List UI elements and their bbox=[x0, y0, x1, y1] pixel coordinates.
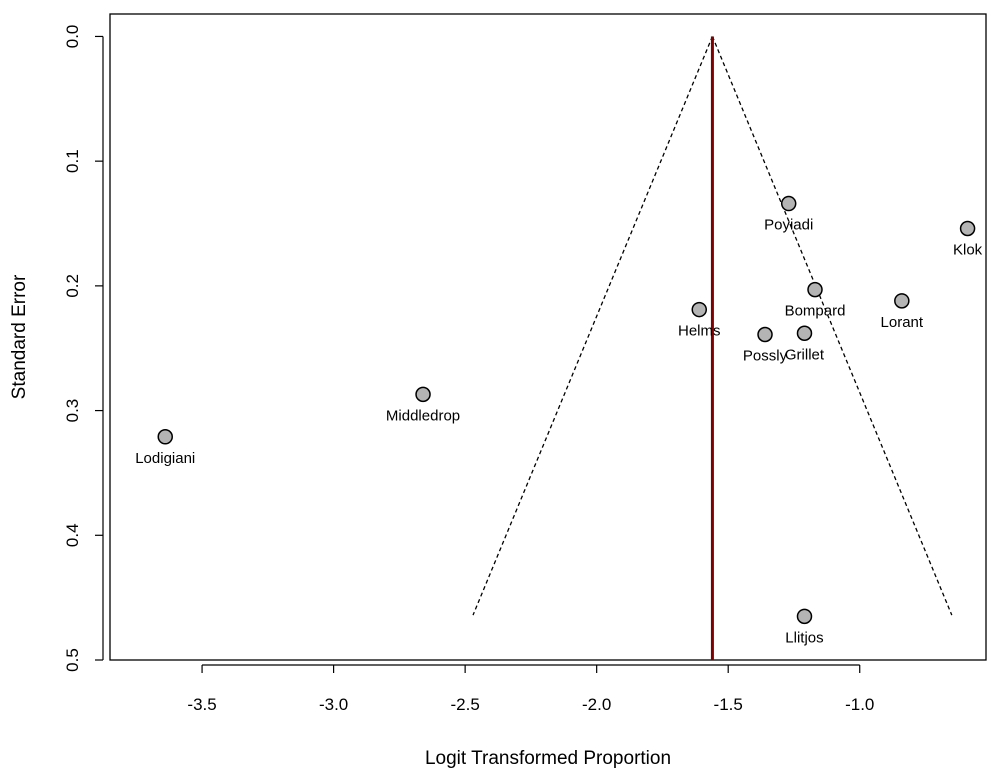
point-label: Lodigiani bbox=[135, 450, 195, 467]
funnel-layer bbox=[472, 36, 953, 616]
point-label: Bompard bbox=[785, 303, 846, 320]
funnel-left-boundary bbox=[472, 36, 714, 616]
data-point bbox=[796, 325, 813, 342]
point-label: Poyiadi bbox=[764, 217, 813, 234]
y-axis: 0.0 0.1 0.2 0.3 0.4 0.5 bbox=[63, 25, 104, 672]
data-point bbox=[807, 281, 823, 298]
data-point bbox=[959, 220, 976, 237]
point-label: Possly bbox=[743, 348, 788, 365]
x-tick-label: -2.5 bbox=[450, 695, 479, 714]
y-tick-label: 0.5 bbox=[63, 648, 82, 672]
point-label: Helms bbox=[678, 323, 721, 340]
point-label: Lorant bbox=[881, 314, 924, 331]
data-point bbox=[780, 195, 797, 212]
point-label: Middledrop bbox=[386, 407, 460, 424]
x-tick-label: -2.0 bbox=[582, 695, 611, 714]
funnel-right-boundary bbox=[711, 36, 953, 616]
point-label: Llitjos bbox=[785, 629, 823, 646]
y-tick-label: 0.1 bbox=[63, 149, 82, 173]
data-point bbox=[691, 301, 708, 318]
data-point bbox=[796, 608, 813, 625]
points-layer: Poyiadi Klok Bompard Lorant Helms PosslyGrill… bbox=[135, 195, 983, 646]
x-tick-label: -1.0 bbox=[845, 695, 874, 714]
y-tick-label: 0.4 bbox=[63, 523, 82, 547]
y-tick-label: 0.0 bbox=[63, 25, 82, 49]
data-point bbox=[894, 293, 910, 309]
data-point bbox=[415, 386, 431, 403]
x-tick-label: -3.0 bbox=[319, 695, 348, 714]
plot-frame bbox=[109, 13, 987, 661]
x-tick-label: -1.5 bbox=[714, 695, 743, 714]
point-label: Klok bbox=[953, 242, 983, 259]
x-axis: -3.5 -3.0 -2.5 -2.0 -1.5 -1.0 bbox=[187, 664, 874, 714]
data-point bbox=[757, 326, 773, 343]
point-label: Grillet bbox=[785, 346, 825, 363]
x-tick-label: -3.5 bbox=[187, 695, 216, 714]
y-tick-label: 0.3 bbox=[63, 399, 82, 423]
data-point bbox=[157, 429, 173, 445]
y-axis-title: Standard Error bbox=[9, 274, 30, 399]
y-tick-label: 0.2 bbox=[63, 274, 82, 298]
x-axis-title: Logit Transformed Proportion bbox=[425, 748, 671, 769]
